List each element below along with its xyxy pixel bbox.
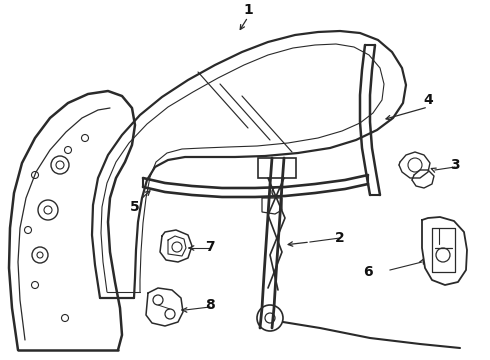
Text: 6: 6 <box>363 265 373 279</box>
Text: 3: 3 <box>450 158 460 172</box>
Text: 8: 8 <box>205 298 215 312</box>
Text: 2: 2 <box>335 231 345 245</box>
Text: 1: 1 <box>243 3 253 17</box>
Text: 7: 7 <box>205 240 215 254</box>
Text: 4: 4 <box>423 93 433 107</box>
Text: 5: 5 <box>130 200 140 214</box>
